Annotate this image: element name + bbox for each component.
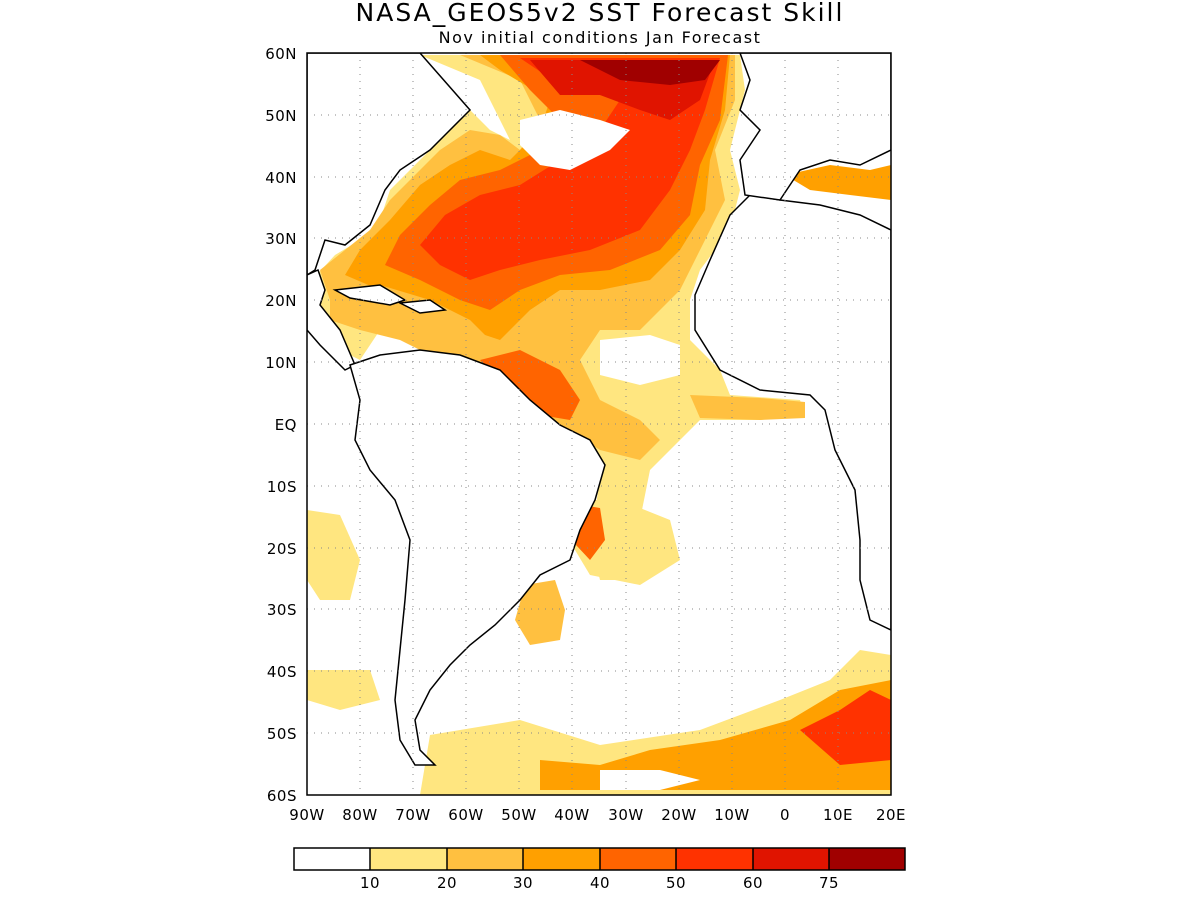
land-north-america <box>307 53 472 276</box>
map-subtitle: Nov initial conditions Jan Forecast <box>438 28 762 47</box>
colorbar-swatch <box>523 848 600 870</box>
colorbar-swatch <box>829 848 905 870</box>
x-tick-label: 90W <box>289 806 324 824</box>
map-title: NASA_GEOS5v2 SST Forecast Skill <box>355 0 845 27</box>
colorbar-label: 10 <box>360 874 380 892</box>
x-tick-label: 60W <box>448 806 483 824</box>
skill-region-southern-ocean-50 <box>800 690 891 765</box>
y-tick-label: 40S <box>267 663 297 681</box>
skill-region-southern-ocean-30 <box>540 680 891 790</box>
colorbar-swatch <box>447 848 523 870</box>
x-tick-label: 10E <box>823 806 853 824</box>
skill-gap-north-atlantic <box>520 110 630 170</box>
y-tick-label: 30S <box>267 601 297 619</box>
skill-region-pacific-west <box>307 510 360 600</box>
y-tick-label: 30N <box>265 230 297 248</box>
colorbar-label: 20 <box>437 874 457 892</box>
colorbar-label: 40 <box>590 874 610 892</box>
colorbar-label: 75 <box>819 874 839 892</box>
skill-gap-tropical-atlantic <box>600 335 680 385</box>
x-tick-label: 20W <box>661 806 696 824</box>
colorbar-swatch <box>294 848 370 870</box>
x-axis-labels: 90W 80W 70W 60W 50W 40W 30W 20W 10W 0 10… <box>289 806 906 824</box>
colorbar-label: 60 <box>743 874 763 892</box>
colorbar-label: 50 <box>666 874 686 892</box>
colorbar: 10 20 30 40 50 60 75 <box>293 847 906 892</box>
colorbar-swatch <box>676 848 753 870</box>
y-tick-label: 10S <box>267 478 297 496</box>
x-tick-label: 70W <box>395 806 430 824</box>
skill-region-south-brazil <box>515 580 565 645</box>
skill-region-mediterranean <box>785 165 891 200</box>
x-tick-label: 50W <box>501 806 536 824</box>
plot-frame <box>306 52 892 796</box>
y-tick-label: 20S <box>267 540 297 558</box>
x-tick-label: 40W <box>554 806 589 824</box>
y-tick-label: 60N <box>265 45 297 63</box>
x-tick-label: 0 <box>780 806 790 824</box>
y-tick-label: EQ <box>275 416 297 434</box>
y-tick-label: 10N <box>265 354 297 372</box>
y-tick-label: 40N <box>265 169 297 187</box>
skill-region-gulf-guinea <box>690 395 805 420</box>
colorbar-label: 30 <box>513 874 533 892</box>
x-tick-label: 10W <box>714 806 749 824</box>
skill-region-pacific-south <box>307 670 380 710</box>
coastlines <box>307 53 891 766</box>
land-south-america <box>349 349 606 766</box>
y-axis-labels: 60N 50N 40N 30N 20N 10N EQ 10S 20S 30S 4… <box>265 45 297 805</box>
x-tick-label: 80W <box>342 806 377 824</box>
skill-gap-southern <box>600 770 700 790</box>
land-europe <box>739 53 891 201</box>
x-tick-label: 30W <box>608 806 643 824</box>
skill-region-equatorial <box>480 350 580 420</box>
colorbar-swatch <box>370 848 447 870</box>
skill-region-north-atlantic-75 <box>580 60 720 85</box>
x-tick-label: 20E <box>876 806 906 824</box>
land-central-america <box>307 268 356 371</box>
y-tick-label: 20N <box>265 292 297 310</box>
y-tick-label: 60S <box>267 787 297 805</box>
land-hispaniola <box>397 299 448 314</box>
colorbar-swatch <box>600 848 676 870</box>
colorbar-swatch <box>753 848 829 870</box>
lat-lon-grid <box>307 53 891 795</box>
y-tick-label: 50S <box>267 725 297 743</box>
y-tick-label: 50N <box>265 107 297 125</box>
